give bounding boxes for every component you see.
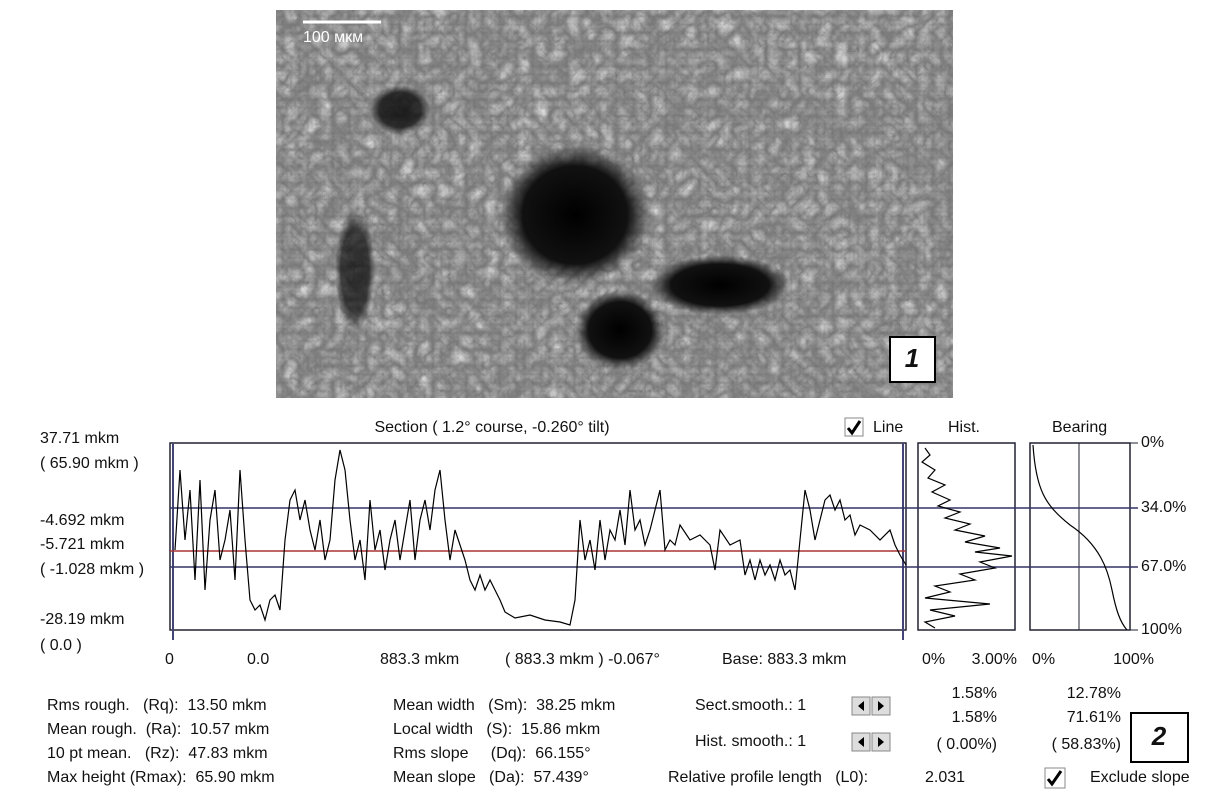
sem-image: 100 мкм 1	[276, 10, 953, 398]
x-label: 100%	[1113, 651, 1154, 668]
stat-row: Local width (S): 15.86 mkm	[393, 721, 600, 738]
y-label: 100%	[1141, 621, 1182, 638]
relative-length-value: 2.031	[925, 769, 965, 786]
stat-row: Rms slope (Dq): 66.155°	[393, 745, 591, 762]
x-label: ( 883.3 mkm ) -0.067°	[505, 651, 660, 668]
line-checkbox-label[interactable]: Line	[873, 419, 903, 436]
bearing-stat: 71.61%	[1067, 709, 1121, 726]
x-label: 0%	[1032, 651, 1055, 668]
sect-smooth: Sect.smooth.: 1	[695, 697, 806, 714]
section-title: Section ( 1.2° course, -0.260° tilt)	[374, 419, 609, 436]
x-label: 0	[165, 651, 174, 668]
y-label: ( 65.90 mkm )	[40, 455, 139, 472]
y-label: -5.721 mkm	[40, 536, 124, 553]
y-label: 0%	[1141, 434, 1164, 451]
y-label: 34.0%	[1141, 499, 1186, 516]
relative-length-label: Relative profile length (L0):	[668, 769, 868, 786]
y-label: 37.71 mkm	[40, 430, 119, 447]
panel-label: 1	[905, 343, 919, 373]
x-label: 3.00%	[972, 651, 1017, 668]
screenshot: 100 мкм 1 Section ( 1.2° course, -0.260°…	[0, 0, 1212, 794]
x-label: 883.3 mkm	[380, 651, 459, 668]
page: {"image": {"scale_label": "100 мкм", "pa…	[0, 0, 1212, 794]
x-label: 0.0	[247, 651, 269, 668]
bearing-title: Bearing	[1052, 419, 1107, 436]
hist-stat: ( 0.00%)	[937, 736, 997, 753]
panel-label: 2	[1151, 721, 1167, 751]
y-label: -4.692 mkm	[40, 512, 124, 529]
stat-row: Mean rough. (Ra): 10.57 mkm	[47, 721, 269, 738]
x-label: 0%	[922, 651, 945, 668]
x-label: Base: 883.3 mkm	[722, 651, 847, 668]
hist-stat: 1.58%	[952, 685, 997, 702]
hist-smooth: Hist. smooth.: 1	[695, 733, 806, 750]
stat-row: Rms rough. (Rq): 13.50 mkm	[47, 697, 267, 714]
stat-row: Max height (Rmax): 65.90 mkm	[47, 769, 275, 786]
y-label: 67.0%	[1141, 558, 1186, 575]
hist-stat: 1.58%	[952, 709, 997, 726]
stat-row: 10 pt mean. (Rz): 47.83 mkm	[47, 745, 268, 762]
y-label: ( 0.0 )	[40, 637, 82, 654]
scale-label: 100 мкм	[303, 29, 363, 46]
bearing-stat: 12.78%	[1067, 685, 1121, 702]
bearing-stat: ( 58.83%)	[1052, 736, 1121, 753]
hist-title: Hist.	[948, 419, 980, 436]
stat-row: Mean slope (Da): 57.439°	[393, 769, 589, 786]
y-label: -28.19 mkm	[40, 611, 124, 628]
exclude-slope-label[interactable]: Exclude slope	[1090, 769, 1190, 786]
y-label: ( -1.028 mkm )	[40, 561, 144, 578]
stat-row: Mean width (Sm): 38.25 mkm	[393, 697, 615, 714]
